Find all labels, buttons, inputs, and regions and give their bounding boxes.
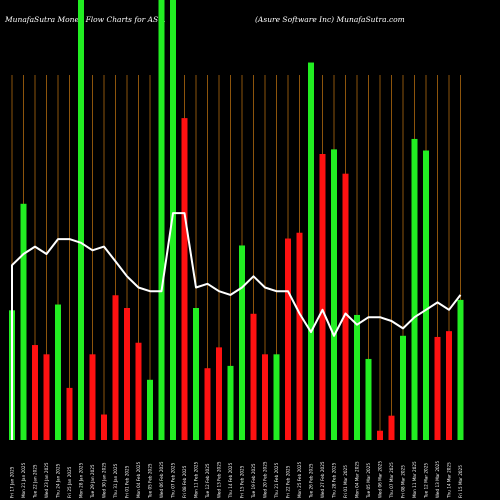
x-tick-label: Fri 17 Jan 2025	[10, 466, 15, 498]
bar	[377, 430, 383, 440]
bar	[89, 354, 96, 440]
x-tick-label: Thu 07 Feb 2025	[171, 462, 176, 499]
x-tick-label: Thu 14 Feb 2025	[228, 462, 233, 499]
bar	[388, 415, 395, 440]
bar	[66, 387, 73, 440]
bar	[55, 304, 61, 440]
x-tick-label: Tue 29 Jan 2025	[90, 464, 95, 499]
x-tick-label: Fri 22 Feb 2025	[286, 465, 291, 498]
bar	[457, 299, 464, 440]
bar	[32, 345, 38, 440]
bar	[354, 314, 360, 440]
x-tick-label: Mon 04 Mar 2025	[355, 461, 360, 498]
bars	[9, 0, 464, 441]
bar	[78, 0, 84, 440]
x-tick-label: Tue 22 Jan 2025	[33, 464, 38, 499]
x-tick-label: Tue 05 Feb 2025	[148, 463, 153, 499]
bar	[411, 138, 418, 440]
bar	[273, 354, 280, 440]
x-tick-label: Mon 28 Jan 2025	[79, 462, 84, 498]
x-tick-label: Mon 11 Mar 2025	[412, 461, 417, 498]
x-tick-label: Wed 06 Feb 2025	[159, 461, 164, 498]
bar	[135, 342, 142, 440]
x-tick-label: Fri 15 Mar 2025	[458, 465, 463, 498]
bar	[296, 232, 303, 440]
bar	[124, 308, 130, 440]
money-flow-line	[11, 212, 462, 440]
x-tick-label: Tue 05 Mar 2025	[366, 463, 371, 499]
bar	[227, 365, 234, 440]
x-tick-label: Fri 25 Jan 2025	[67, 466, 72, 498]
x-tick-label: Mon 21 Jan 2025	[21, 462, 26, 498]
bar	[181, 118, 188, 441]
bar	[43, 354, 50, 440]
bar	[319, 154, 326, 440]
bar	[204, 368, 211, 440]
bar	[147, 379, 153, 440]
x-tick-label: Thu 21 Feb 2025	[274, 462, 279, 499]
chart-title-right: (Asure Software Inc) MunafaSutra.com	[255, 15, 405, 24]
bar	[20, 203, 27, 440]
x-tick-label: Wed 23 Jan 2025	[44, 462, 49, 498]
x-tick-label: Wed 13 Feb 2025	[217, 461, 222, 498]
bar	[262, 354, 268, 440]
bar	[434, 336, 441, 440]
x-tick-label: Wed 13 Mar 2025	[435, 461, 440, 498]
x-tick-label: Fri 01 Feb 2025	[125, 465, 130, 498]
bar	[193, 308, 199, 440]
bar	[400, 335, 406, 440]
x-tick-label: Fri 08 Feb 2025	[182, 465, 187, 498]
x-tick-label: Thu 24 Jan 2025	[56, 463, 61, 499]
x-tick-label: Tue 12 Mar 2025	[424, 463, 429, 499]
bar	[365, 358, 372, 440]
x-tick-label: Wed 27 Feb 2025	[320, 461, 325, 498]
x-tick-labels: Fri 17 Jan 2025 Mon 21 Jan 2025 Tue 22 Jan…	[10, 461, 464, 499]
bar	[112, 295, 119, 440]
x-tick-label: Wed 20 Feb 2025	[263, 461, 268, 498]
x-tick-label: Fri 15 Feb 2025	[240, 465, 245, 498]
x-tick-label: Thu 14 Mar 2025	[447, 462, 452, 499]
bar	[239, 245, 245, 440]
bar	[158, 0, 165, 440]
x-tick-label: Wed 06 Mar 2025	[378, 461, 383, 498]
bar	[216, 347, 222, 440]
bar	[250, 313, 257, 440]
bar	[446, 331, 452, 440]
x-tick-label: Fri 01 Mar 2025	[343, 465, 348, 498]
bar	[331, 149, 337, 441]
bar	[170, 0, 176, 440]
bar	[423, 150, 429, 441]
x-tick-label: Thu 07 Mar 2025	[389, 462, 394, 499]
bar	[101, 414, 107, 440]
chart-title-left: MunafaSutra Money Flow Charts for AS…	[4, 15, 166, 24]
x-tick-label: Tue 26 Feb 2025	[309, 463, 314, 499]
x-tick-label: Thu 28 Feb 2025	[332, 462, 337, 499]
bar	[342, 173, 349, 440]
x-tick-label: Mon 11 Feb 2025	[194, 461, 199, 498]
x-tick-label: Tue 19 Feb 2025	[251, 463, 256, 499]
bar	[285, 238, 291, 440]
x-tick-label: Thu 31 Jan 2025	[113, 463, 118, 499]
x-tick-label: Mon 04 Feb 2025	[136, 461, 141, 498]
x-tick-label: Mon 25 Feb 2025	[297, 461, 302, 498]
line-series	[11, 212, 462, 440]
bar	[308, 62, 314, 441]
x-tick-label: Wed 30 Jan 2025	[102, 462, 107, 498]
x-tick-label: Tue 12 Feb 2025	[205, 463, 210, 499]
x-tick-label: Fri 08 Mar 2025	[401, 465, 406, 498]
